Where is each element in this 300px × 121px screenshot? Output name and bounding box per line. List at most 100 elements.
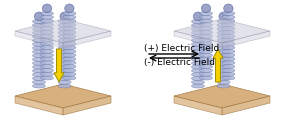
Ellipse shape: [58, 69, 71, 73]
Ellipse shape: [40, 30, 53, 34]
Ellipse shape: [191, 61, 205, 65]
Ellipse shape: [63, 49, 76, 53]
Ellipse shape: [63, 61, 76, 65]
Ellipse shape: [32, 57, 46, 61]
Polygon shape: [15, 19, 111, 43]
Ellipse shape: [63, 19, 76, 23]
Polygon shape: [63, 31, 111, 48]
Ellipse shape: [40, 57, 53, 61]
Ellipse shape: [222, 61, 235, 65]
Polygon shape: [174, 96, 222, 115]
Ellipse shape: [63, 42, 76, 46]
Polygon shape: [222, 31, 270, 48]
Ellipse shape: [217, 50, 230, 54]
Ellipse shape: [40, 72, 53, 76]
Ellipse shape: [63, 76, 76, 80]
Ellipse shape: [58, 73, 71, 77]
Ellipse shape: [222, 53, 235, 57]
Ellipse shape: [219, 12, 228, 21]
Ellipse shape: [222, 34, 235, 38]
Ellipse shape: [191, 54, 205, 58]
Ellipse shape: [222, 23, 235, 27]
Ellipse shape: [200, 72, 212, 76]
Ellipse shape: [40, 27, 53, 31]
Ellipse shape: [32, 76, 46, 80]
Ellipse shape: [40, 42, 53, 46]
Ellipse shape: [191, 31, 205, 35]
Ellipse shape: [63, 53, 76, 57]
FancyArrow shape: [213, 49, 223, 82]
Ellipse shape: [63, 57, 76, 61]
Ellipse shape: [32, 61, 46, 65]
Ellipse shape: [191, 27, 205, 31]
Ellipse shape: [40, 46, 53, 50]
Ellipse shape: [200, 57, 212, 61]
Ellipse shape: [200, 15, 212, 19]
Ellipse shape: [191, 35, 205, 39]
Ellipse shape: [63, 38, 76, 42]
Ellipse shape: [60, 12, 69, 21]
Ellipse shape: [217, 27, 230, 31]
Ellipse shape: [32, 65, 46, 69]
Ellipse shape: [191, 50, 205, 54]
Ellipse shape: [222, 42, 235, 46]
Ellipse shape: [63, 46, 76, 50]
Ellipse shape: [217, 57, 230, 61]
FancyArrow shape: [54, 49, 64, 82]
Ellipse shape: [217, 31, 230, 35]
Ellipse shape: [222, 11, 235, 15]
Ellipse shape: [58, 35, 71, 39]
Ellipse shape: [222, 68, 235, 72]
Ellipse shape: [200, 42, 212, 46]
Ellipse shape: [32, 23, 46, 27]
Ellipse shape: [222, 76, 235, 80]
Ellipse shape: [58, 31, 71, 35]
Ellipse shape: [40, 38, 53, 42]
Ellipse shape: [191, 73, 205, 77]
Ellipse shape: [32, 19, 46, 23]
Ellipse shape: [32, 69, 46, 73]
Ellipse shape: [32, 46, 46, 50]
Ellipse shape: [58, 23, 71, 27]
Ellipse shape: [200, 49, 212, 53]
Ellipse shape: [217, 69, 230, 73]
Ellipse shape: [200, 38, 212, 42]
Ellipse shape: [40, 23, 53, 27]
Ellipse shape: [217, 73, 230, 77]
Ellipse shape: [217, 42, 230, 46]
Ellipse shape: [191, 19, 205, 23]
Ellipse shape: [58, 84, 71, 88]
Ellipse shape: [58, 54, 71, 58]
Ellipse shape: [222, 46, 235, 50]
Ellipse shape: [63, 15, 76, 19]
Polygon shape: [63, 96, 111, 115]
Ellipse shape: [191, 84, 205, 88]
Ellipse shape: [200, 65, 212, 69]
Ellipse shape: [217, 84, 230, 88]
Ellipse shape: [200, 11, 212, 15]
Polygon shape: [222, 96, 270, 115]
Ellipse shape: [40, 15, 53, 19]
Ellipse shape: [63, 23, 76, 27]
Ellipse shape: [32, 42, 46, 46]
Ellipse shape: [217, 46, 230, 50]
Ellipse shape: [63, 27, 76, 31]
Ellipse shape: [40, 49, 53, 53]
Ellipse shape: [58, 27, 71, 31]
Ellipse shape: [222, 15, 235, 19]
Ellipse shape: [63, 30, 76, 34]
Polygon shape: [15, 31, 63, 48]
Ellipse shape: [191, 46, 205, 50]
Text: (-) Electric Field: (-) Electric Field: [144, 58, 215, 68]
Ellipse shape: [200, 23, 212, 27]
Ellipse shape: [191, 42, 205, 46]
Ellipse shape: [200, 30, 212, 34]
Polygon shape: [174, 84, 270, 108]
Ellipse shape: [217, 80, 230, 84]
Ellipse shape: [63, 65, 76, 69]
Ellipse shape: [217, 76, 230, 80]
Ellipse shape: [32, 73, 46, 77]
Ellipse shape: [40, 11, 53, 15]
Ellipse shape: [217, 65, 230, 69]
Ellipse shape: [222, 19, 235, 23]
